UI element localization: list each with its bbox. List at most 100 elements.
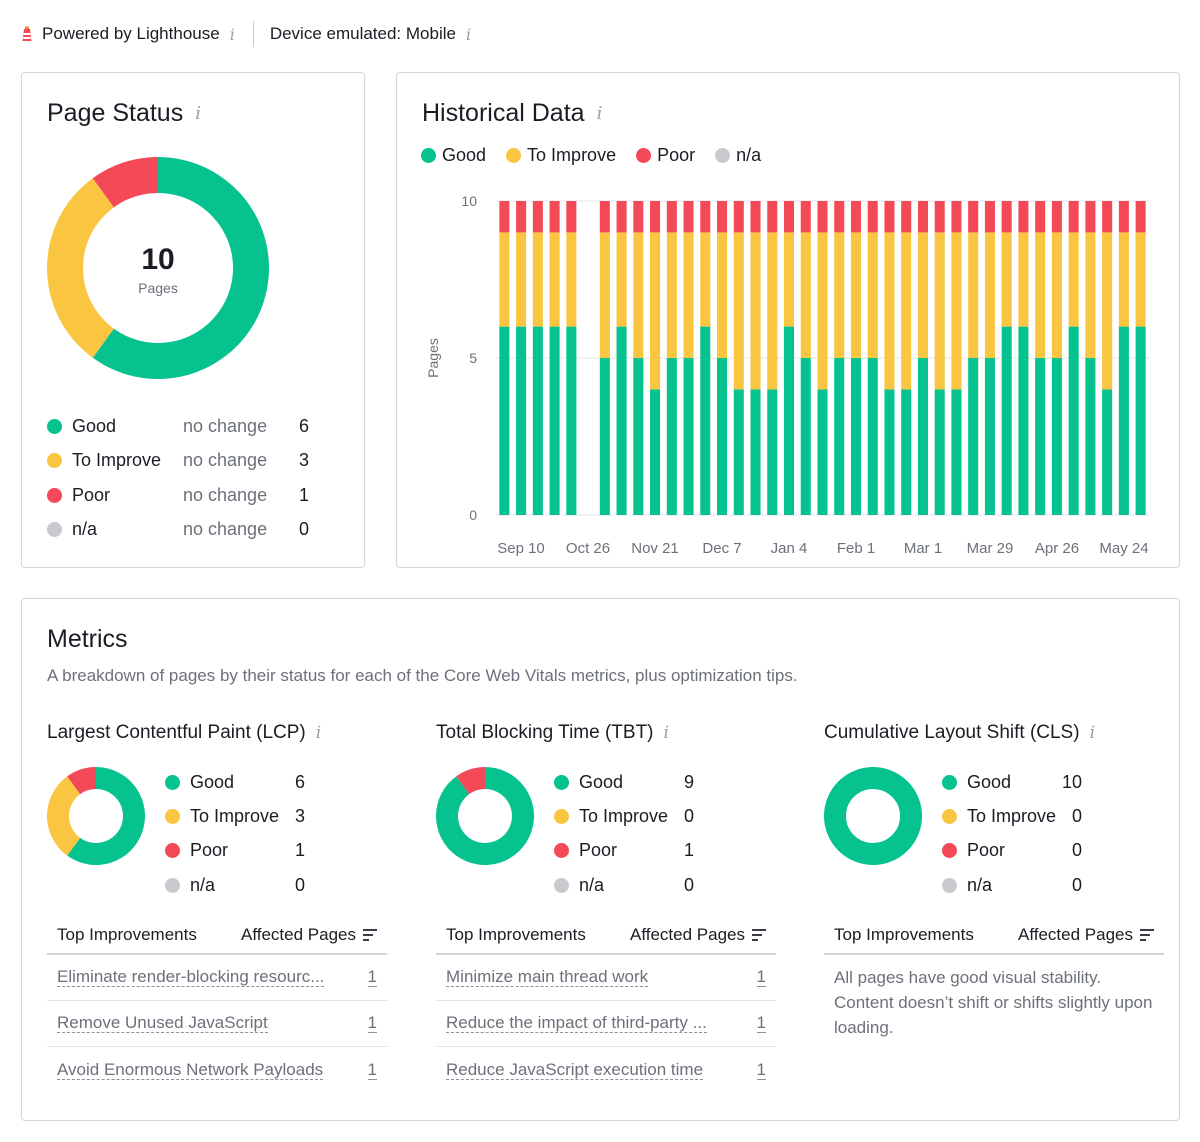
improvement-link[interactable]: Reduce JavaScript execution time — [446, 1060, 704, 1080]
donut-segment-to-improve[interactable] — [47, 178, 114, 358]
bar-good[interactable] — [750, 389, 761, 515]
bar-good[interactable] — [700, 326, 711, 515]
bar-poor[interactable] — [850, 201, 862, 233]
bar-poor[interactable] — [834, 201, 845, 233]
bar-to-improve[interactable] — [1102, 232, 1113, 390]
info-icon[interactable]: i — [663, 723, 669, 743]
info-icon[interactable]: i — [1089, 723, 1095, 743]
bar-to-improve[interactable] — [1051, 232, 1062, 358]
improvement-link[interactable]: Avoid Enormous Network Payloads — [57, 1060, 324, 1080]
bar-poor[interactable] — [516, 201, 527, 233]
bar-to-improve[interactable] — [532, 232, 543, 327]
bar-good[interactable] — [1118, 326, 1129, 515]
affected-pages-count[interactable]: 1 — [756, 1059, 766, 1080]
bar-good[interactable] — [499, 326, 510, 515]
bar-poor[interactable] — [616, 201, 627, 233]
bar-good[interactable] — [834, 358, 845, 515]
bar-good[interactable] — [1135, 326, 1146, 515]
bar-to-improve[interactable] — [884, 232, 895, 390]
bar-good[interactable] — [1068, 326, 1079, 515]
bar-to-improve[interactable] — [1068, 232, 1079, 327]
bar-poor[interactable] — [717, 201, 728, 233]
bar-poor[interactable] — [984, 201, 995, 233]
bar-to-improve[interactable] — [1085, 232, 1096, 358]
bar-to-improve[interactable] — [700, 232, 711, 327]
bar-poor[interactable] — [566, 201, 577, 233]
bar-to-improve[interactable] — [683, 232, 694, 358]
bar-good[interactable] — [1102, 389, 1113, 515]
bar-good[interactable] — [733, 389, 744, 515]
bar-to-improve[interactable] — [867, 232, 878, 358]
bar-to-improve[interactable] — [783, 232, 795, 327]
affected-pages-header[interactable]: Affected Pages — [1018, 925, 1154, 945]
legend-row-na[interactable]: n/a no change 0 — [47, 513, 309, 548]
legend-row-to-improve[interactable]: To Improve 0 — [554, 799, 694, 833]
bar-poor[interactable] — [650, 201, 661, 233]
bar-to-improve[interactable] — [984, 232, 995, 358]
bar-to-improve[interactable] — [817, 232, 828, 390]
bar-good[interactable] — [767, 389, 778, 515]
legend-row-to-improve[interactable]: To Improve 3 — [165, 799, 305, 833]
bar-good[interactable] — [633, 358, 644, 515]
bar-poor[interactable] — [1018, 201, 1029, 233]
sort-icon[interactable] — [363, 928, 377, 943]
bar-to-improve[interactable] — [1135, 232, 1146, 327]
bar-good[interactable] — [1018, 326, 1029, 515]
bar-poor[interactable] — [750, 201, 761, 233]
bar-poor[interactable] — [817, 201, 828, 233]
bar-to-improve[interactable] — [616, 232, 627, 327]
donut-segment-good[interactable] — [92, 157, 269, 379]
bar-to-improve[interactable] — [549, 232, 560, 327]
bar-to-improve[interactable] — [834, 232, 845, 358]
legend-na[interactable]: n/a — [715, 145, 761, 166]
legend-row-poor[interactable]: Poor 0 — [942, 834, 1082, 868]
bar-poor[interactable] — [599, 201, 610, 233]
bar-to-improve[interactable] — [666, 232, 677, 358]
bar-poor[interactable] — [700, 201, 711, 233]
donut-segment-good[interactable] — [824, 767, 922, 865]
bar-good[interactable] — [616, 326, 627, 515]
info-icon[interactable]: i — [596, 103, 603, 124]
bar-good[interactable] — [850, 358, 862, 515]
bar-good[interactable] — [1051, 358, 1062, 515]
bar-poor[interactable] — [683, 201, 694, 233]
bar-to-improve[interactable] — [951, 232, 962, 390]
improvement-link[interactable]: Remove Unused JavaScript — [57, 1014, 268, 1033]
bar-good[interactable] — [901, 389, 912, 515]
affected-pages-header[interactable]: Affected Pages — [241, 925, 377, 945]
bar-to-improve[interactable] — [1118, 232, 1129, 327]
info-icon[interactable]: i — [195, 103, 201, 124]
legend-row-to-improve[interactable]: To Improve no change 3 — [47, 444, 309, 479]
legend-row-na[interactable]: n/a 0 — [165, 868, 305, 902]
bar-poor[interactable] — [968, 201, 979, 233]
improvement-link[interactable]: Reduce the impact of third-party ... — [446, 1014, 707, 1033]
bar-to-improve[interactable] — [767, 232, 778, 390]
bar-good[interactable] — [800, 358, 811, 515]
bar-good[interactable] — [516, 326, 527, 515]
donut-segment-good[interactable] — [436, 767, 534, 865]
legend-row-good[interactable]: Good 6 — [165, 765, 305, 799]
bar-poor[interactable] — [666, 201, 677, 233]
bar-poor[interactable] — [1051, 201, 1062, 233]
bar-poor[interactable] — [1035, 201, 1046, 233]
bar-poor[interactable] — [767, 201, 778, 233]
donut-segment-poor[interactable] — [456, 767, 485, 795]
legend-good[interactable]: Good — [421, 145, 486, 166]
sort-icon[interactable] — [752, 928, 766, 943]
improvement-link[interactable]: Minimize main thread work — [446, 968, 649, 987]
bar-poor[interactable] — [549, 201, 560, 233]
bar-poor[interactable] — [783, 201, 795, 233]
legend-row-good[interactable]: Good no change 6 — [47, 409, 309, 444]
bar-poor[interactable] — [532, 201, 543, 233]
bar-to-improve[interactable] — [917, 232, 928, 358]
bar-good[interactable] — [1085, 358, 1096, 515]
legend-poor[interactable]: Poor — [636, 145, 695, 166]
affected-pages-count[interactable]: 1 — [367, 1059, 377, 1080]
info-icon[interactable]: i — [465, 24, 472, 44]
bar-to-improve[interactable] — [633, 232, 644, 358]
bar-poor[interactable] — [499, 201, 510, 233]
bar-poor[interactable] — [1102, 201, 1113, 233]
legend-to-improve[interactable]: To Improve — [506, 145, 616, 166]
bar-to-improve[interactable] — [1035, 232, 1046, 358]
legend-row-good[interactable]: Good 10 — [942, 765, 1082, 799]
